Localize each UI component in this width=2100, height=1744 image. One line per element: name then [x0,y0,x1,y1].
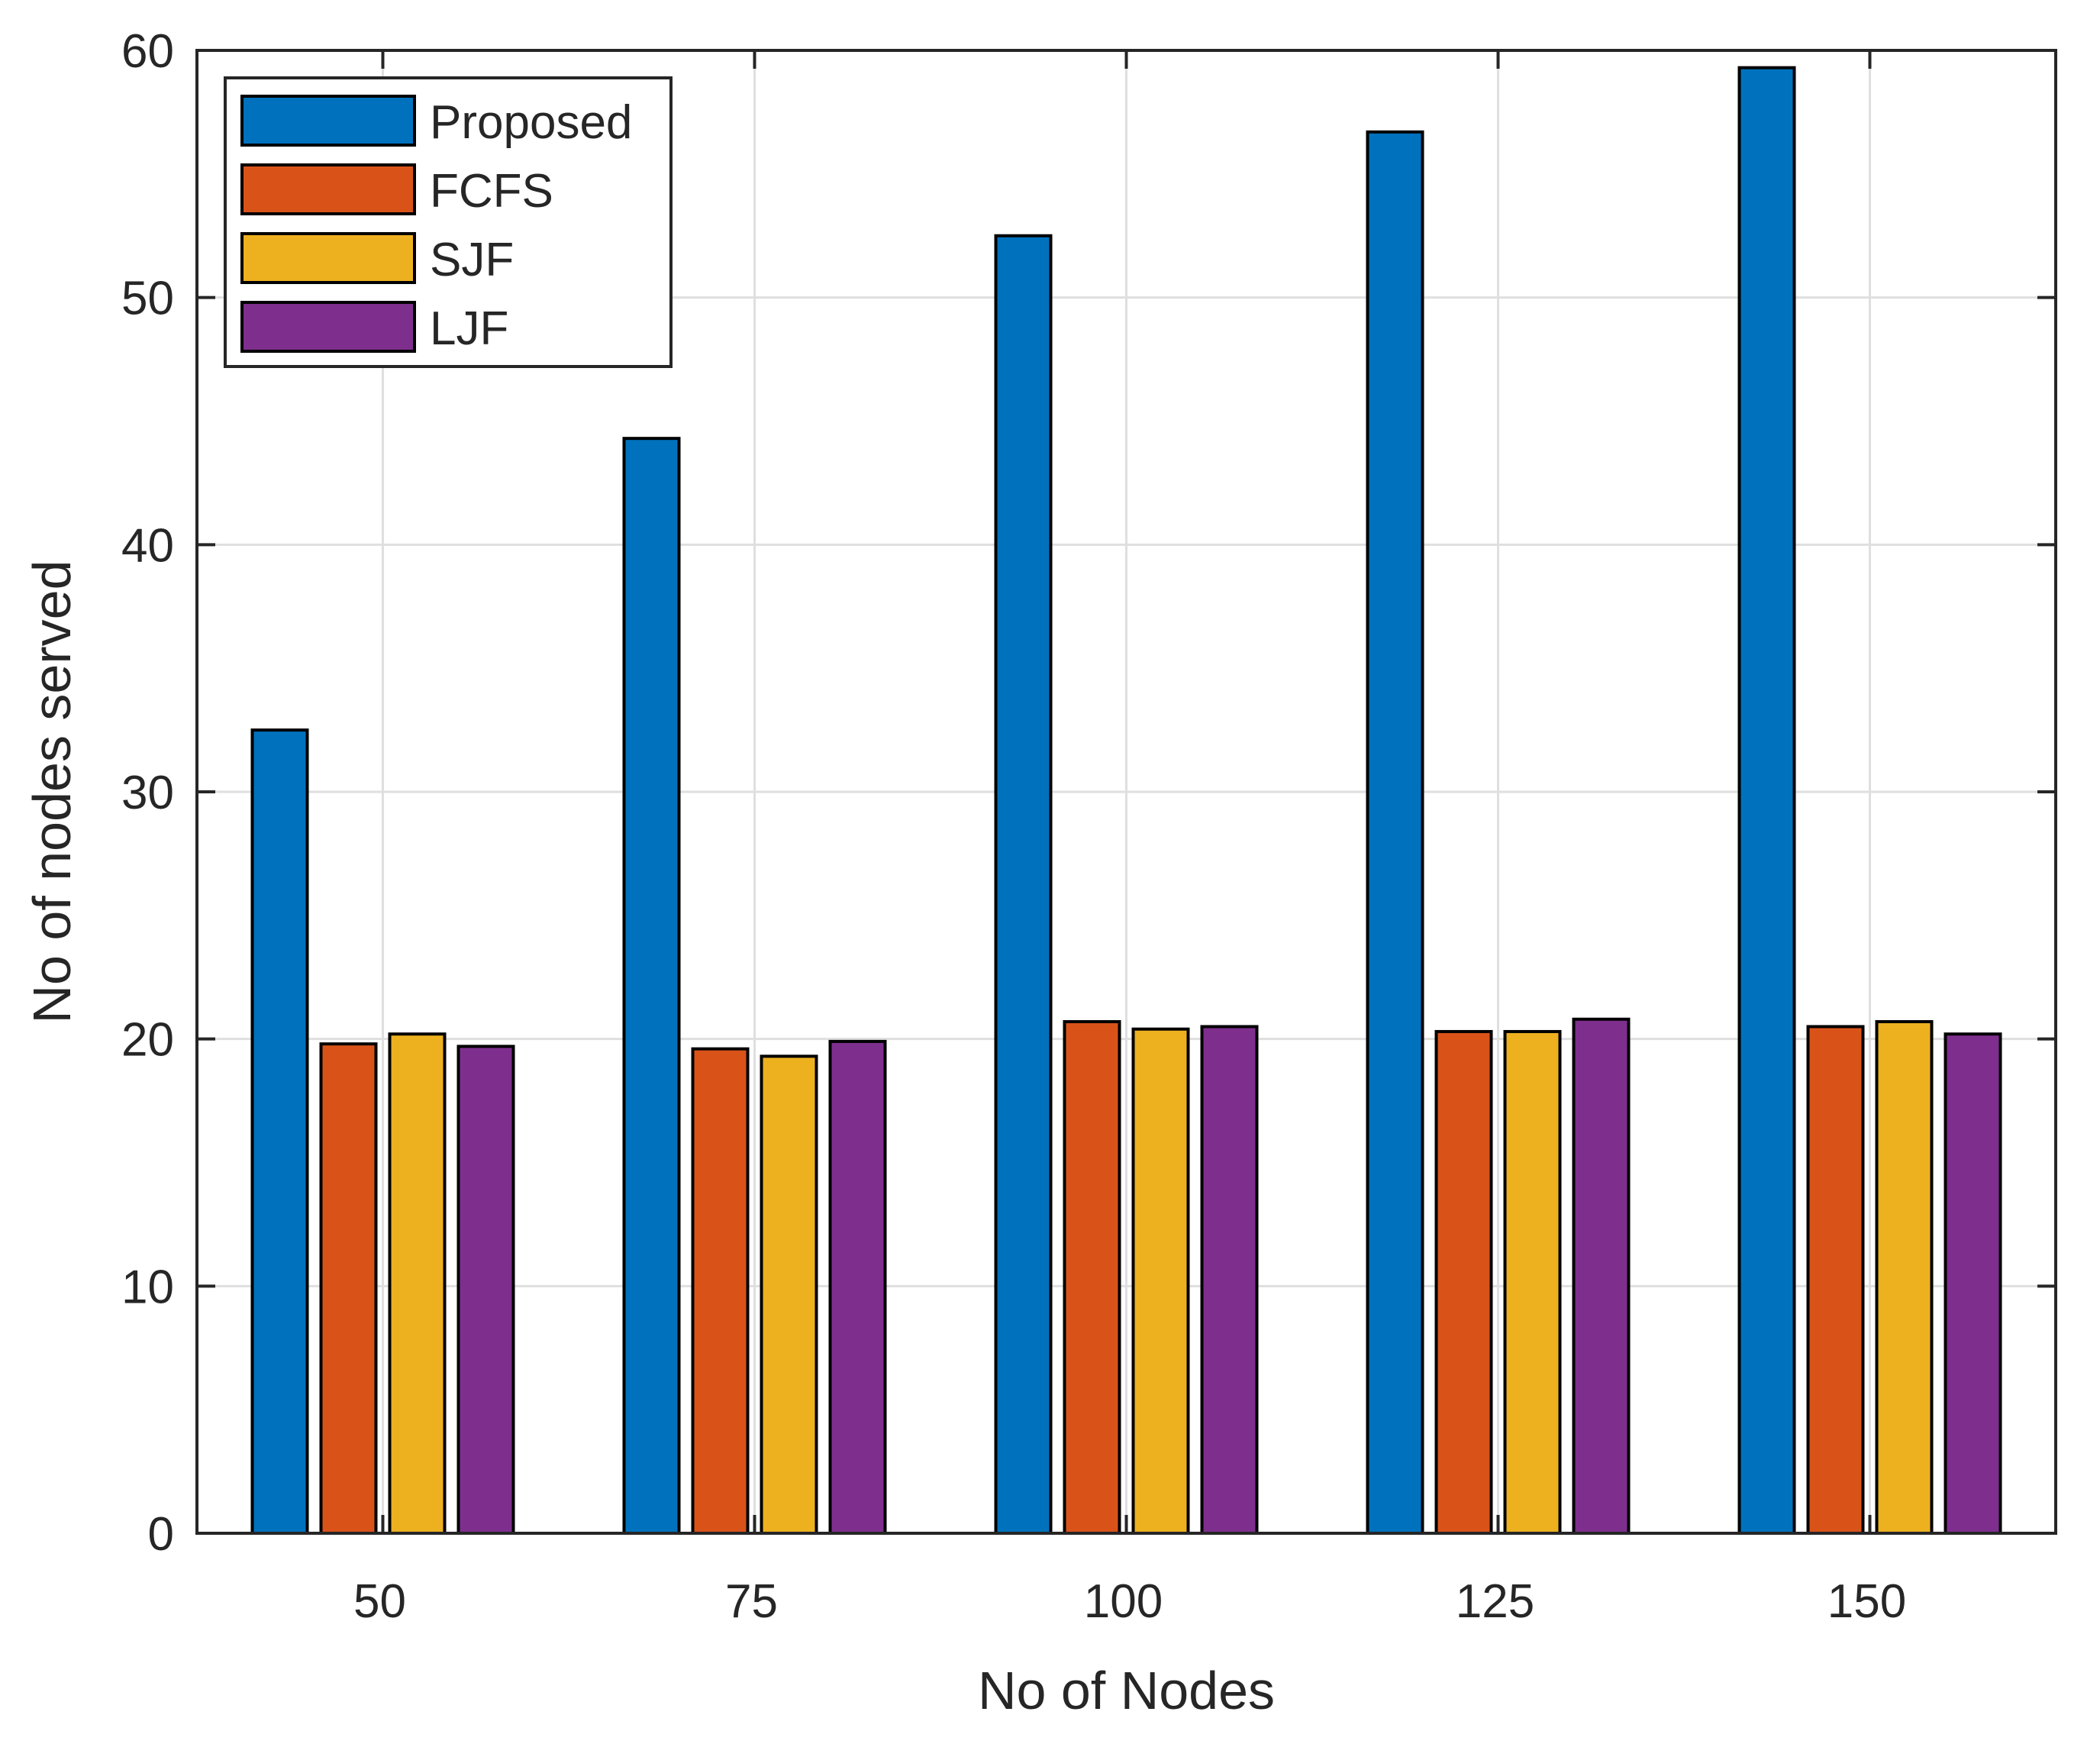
y-tick-label: 20 [121,1014,174,1067]
bar-sjf-150 [1875,1020,1934,1535]
y-tick-label: 0 [148,1508,174,1561]
bar-ljf-50 [456,1045,515,1536]
bar-fcfs-100 [1063,1020,1121,1535]
y-tick-label: 40 [121,519,174,572]
bar-ljf-100 [1200,1025,1259,1535]
bar-proposed-100 [994,234,1053,1535]
bar-fcfs-75 [691,1047,750,1535]
y-tick-label: 50 [121,273,174,325]
y-tick-label: 10 [121,1261,174,1313]
legend: Proposed FCFS SJF LJF [224,76,673,368]
bar-proposed-125 [1366,130,1424,1535]
bar-sjf-50 [388,1032,447,1535]
bar-proposed-150 [1737,66,1796,1536]
legend-label-fcfs: FCFS [430,165,553,218]
bar-ljf-150 [1944,1032,2002,1535]
x-tick-label: 50 [353,1575,406,1628]
legend-swatch-fcfs [240,163,416,215]
bar-fcfs-150 [1806,1025,1865,1535]
bar-fcfs-125 [1434,1029,1493,1535]
x-tick-label: 125 [1456,1575,1534,1628]
x-axis-label: No of Nodes [978,1661,1275,1720]
legend-swatch-ljf [240,301,416,353]
bar-sjf-125 [1503,1029,1562,1535]
legend-swatch-sjf [240,232,416,284]
bar-sjf-100 [1131,1027,1190,1535]
bar-ljf-75 [828,1039,887,1535]
x-tick-label: 100 [1084,1575,1163,1628]
y-tick-label: 30 [121,767,174,819]
x-tick-label: 75 [725,1575,778,1628]
axis-ticks [197,49,2056,1535]
legend-label-sjf: SJF [430,234,514,286]
bar-proposed-50 [250,728,309,1535]
x-tick-label: 150 [1827,1575,1906,1628]
legend-swatch-proposed [240,95,416,147]
bar-proposed-75 [622,437,681,1536]
y-axis-label: No of nodes served [22,560,82,1023]
legend-label-ljf: LJF [430,302,508,355]
y-tick-label: 60 [121,25,174,78]
legend-label-proposed: Proposed [430,96,632,149]
bar-ljf-125 [1572,1017,1631,1535]
tick-labels: 0 10 20 30 40 50 60 50 75 100 125 150 [121,25,1906,1628]
bar-fcfs-50 [319,1042,378,1535]
bars [250,66,2002,1536]
bar-sjf-75 [760,1054,818,1536]
